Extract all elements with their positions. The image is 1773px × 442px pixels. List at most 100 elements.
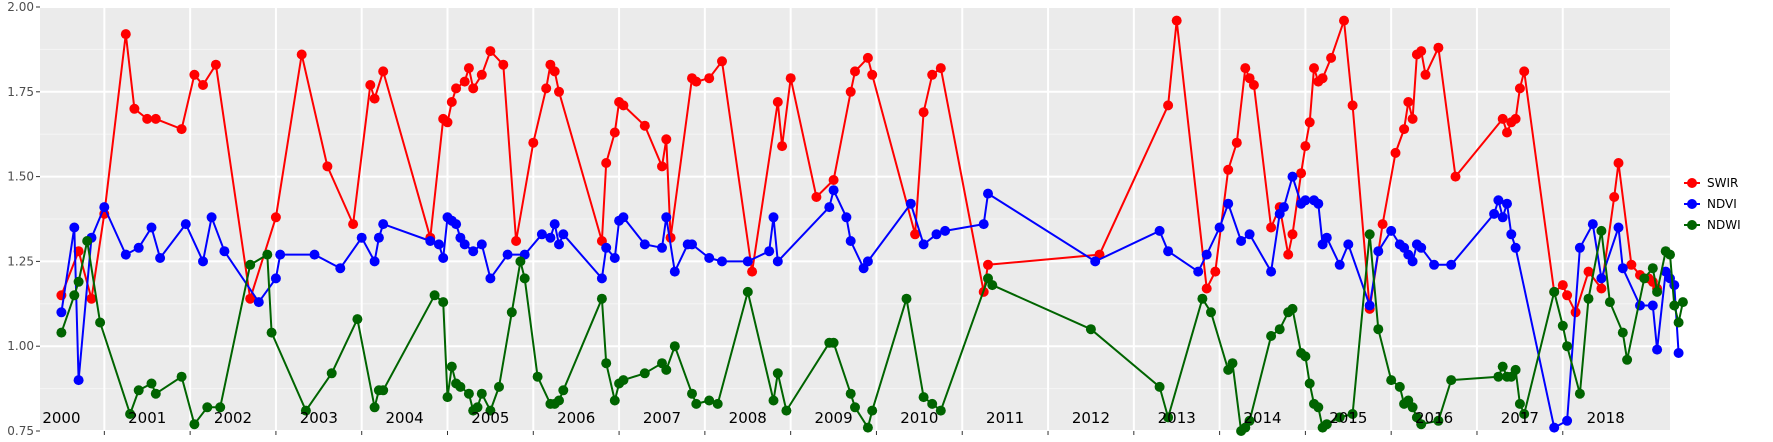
- ndwi-point: [455, 381, 466, 392]
- swir-point: [918, 107, 929, 118]
- swir-point: [245, 293, 256, 304]
- ndwi-point: [1519, 409, 1530, 419]
- ndvi-point: [1201, 249, 1212, 260]
- ndvi-point: [772, 256, 783, 267]
- series-swir: [56, 15, 1663, 318]
- ndwi-point: [202, 402, 213, 413]
- ndvi-point: [687, 239, 697, 250]
- swir-point: [150, 113, 161, 124]
- swir-point: [1596, 283, 1607, 294]
- ndwi-point: [326, 368, 337, 379]
- ndvi-point: [438, 253, 449, 263]
- ndvi-point: [657, 242, 667, 253]
- ndwi-point: [1677, 297, 1688, 308]
- ndvi-point: [270, 273, 281, 284]
- ndwi-point: [1266, 331, 1277, 341]
- swir-point: [1201, 283, 1212, 294]
- swir-point: [189, 69, 200, 80]
- year-label: 2006: [557, 409, 595, 427]
- ndwi-point: [352, 314, 363, 325]
- legend-label: SWIR: [1707, 176, 1738, 190]
- ndwi-point: [618, 375, 629, 386]
- ndvi-point: [1617, 263, 1628, 274]
- ndwi-point: [781, 405, 792, 416]
- series-ndvi: [56, 171, 1684, 433]
- ndvi-point: [828, 185, 839, 196]
- ndwi-point: [1304, 378, 1315, 389]
- year-label: 2009: [814, 409, 852, 427]
- ndvi-point: [275, 249, 286, 260]
- legend-label: NDWI: [1707, 218, 1741, 232]
- ndwi-point: [554, 395, 564, 406]
- ndvi-point: [545, 232, 556, 243]
- ndvi-point: [1334, 259, 1345, 270]
- ndvi-point: [425, 236, 436, 246]
- swir-point: [1407, 113, 1418, 124]
- year-label: 2016: [1415, 409, 1453, 427]
- minor-gridlines: [40, 48, 1670, 390]
- ndvi-point: [1497, 212, 1508, 223]
- series-ndwi: [56, 225, 1688, 436]
- swir-point: [1613, 158, 1624, 168]
- swir-point: [661, 134, 672, 145]
- ndvi-point: [704, 253, 715, 263]
- ndwi-point: [1493, 371, 1504, 382]
- ndwi-point: [772, 368, 783, 379]
- ndwi-point: [639, 368, 650, 379]
- ndwi-point: [506, 307, 517, 318]
- ndvi-point: [120, 249, 131, 260]
- swir-point: [322, 161, 333, 172]
- swir-point: [772, 97, 783, 107]
- ndwi-point: [82, 236, 93, 246]
- ndwi-point: [1373, 324, 1384, 335]
- year-label: 2008: [729, 409, 767, 427]
- ndvi-point: [56, 307, 67, 318]
- ndvi-point: [1669, 280, 1680, 291]
- swir-point: [639, 120, 650, 131]
- ndvi-point: [1287, 171, 1298, 182]
- swir-point: [862, 52, 873, 63]
- swir-point: [1583, 266, 1594, 277]
- year-label: 2015: [1329, 409, 1367, 427]
- swir-point: [369, 93, 380, 104]
- legend-marker: [1687, 220, 1697, 230]
- ndwi-point: [1274, 324, 1285, 335]
- ndwi-point: [300, 405, 311, 416]
- swir-point: [1171, 15, 1182, 26]
- ndwi-point: [1665, 249, 1675, 260]
- ndvi-point: [451, 219, 462, 230]
- swir-point: [296, 49, 307, 60]
- swir-point: [935, 63, 946, 74]
- year-label: 2012: [1072, 409, 1110, 427]
- ndvi-point: [918, 239, 929, 250]
- series-layer: [56, 15, 1688, 436]
- swir-point: [378, 66, 389, 77]
- ndvi-point: [983, 188, 993, 199]
- year-labels: 2000 2001 2002 2003 2004 2005 2006 2007 2008 2009…: [42, 409, 1624, 427]
- ndvi-point: [468, 246, 479, 257]
- swir-point: [1510, 113, 1521, 124]
- swir-point: [1309, 63, 1319, 74]
- swir-point: [73, 246, 84, 257]
- legend-label: NDVI: [1707, 197, 1737, 211]
- ndwi-point: [1596, 225, 1607, 236]
- ndvi-point: [1647, 300, 1658, 311]
- ndvi-point: [1373, 246, 1384, 257]
- swir-point: [549, 66, 560, 77]
- ndwi-point: [262, 249, 273, 260]
- swir-point: [1557, 280, 1568, 291]
- y-tick-label: 0.75: [7, 424, 34, 438]
- swir-point: [554, 86, 564, 97]
- ndvi-point: [253, 297, 264, 308]
- ndvi-point: [978, 219, 989, 230]
- ndwi-point: [1497, 361, 1508, 372]
- ndvi-point: [69, 222, 80, 233]
- ndvi-point: [1587, 219, 1598, 230]
- swir-point: [176, 124, 187, 135]
- ndvi-point: [558, 229, 569, 240]
- swir-point: [704, 73, 715, 84]
- ndwi-point: [1510, 364, 1521, 375]
- swir-point: [1514, 83, 1525, 94]
- ndvi-point: [669, 266, 680, 277]
- ndvi-point: [378, 219, 389, 230]
